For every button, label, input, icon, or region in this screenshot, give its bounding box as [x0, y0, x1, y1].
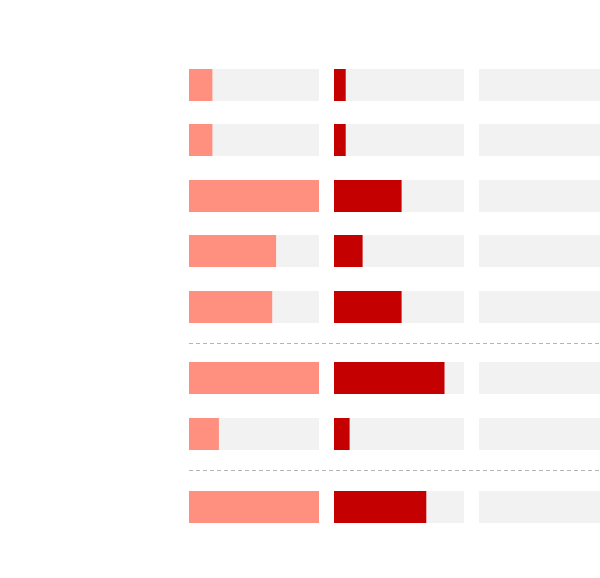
bar-track [479, 291, 600, 323]
bar-track [334, 418, 464, 450]
bar-track [479, 124, 600, 156]
bar-track [479, 418, 600, 450]
bar [334, 180, 402, 212]
bar [189, 491, 319, 523]
bar [334, 418, 350, 450]
bar [334, 124, 346, 156]
bar [189, 362, 319, 394]
bar-track [334, 69, 464, 101]
bar [334, 491, 427, 523]
bar [189, 124, 213, 156]
bar-track [479, 180, 600, 212]
bar [189, 418, 219, 450]
bar [189, 235, 277, 267]
bar-track [479, 69, 600, 101]
bar [334, 235, 363, 267]
bar [189, 291, 273, 323]
bar [189, 69, 213, 101]
bar-track [479, 362, 600, 394]
bar [334, 69, 346, 101]
bar-track [479, 491, 600, 523]
bar [189, 180, 319, 212]
bar [334, 362, 445, 394]
bar-track [334, 124, 464, 156]
bar-track [479, 235, 600, 267]
bar [334, 291, 402, 323]
